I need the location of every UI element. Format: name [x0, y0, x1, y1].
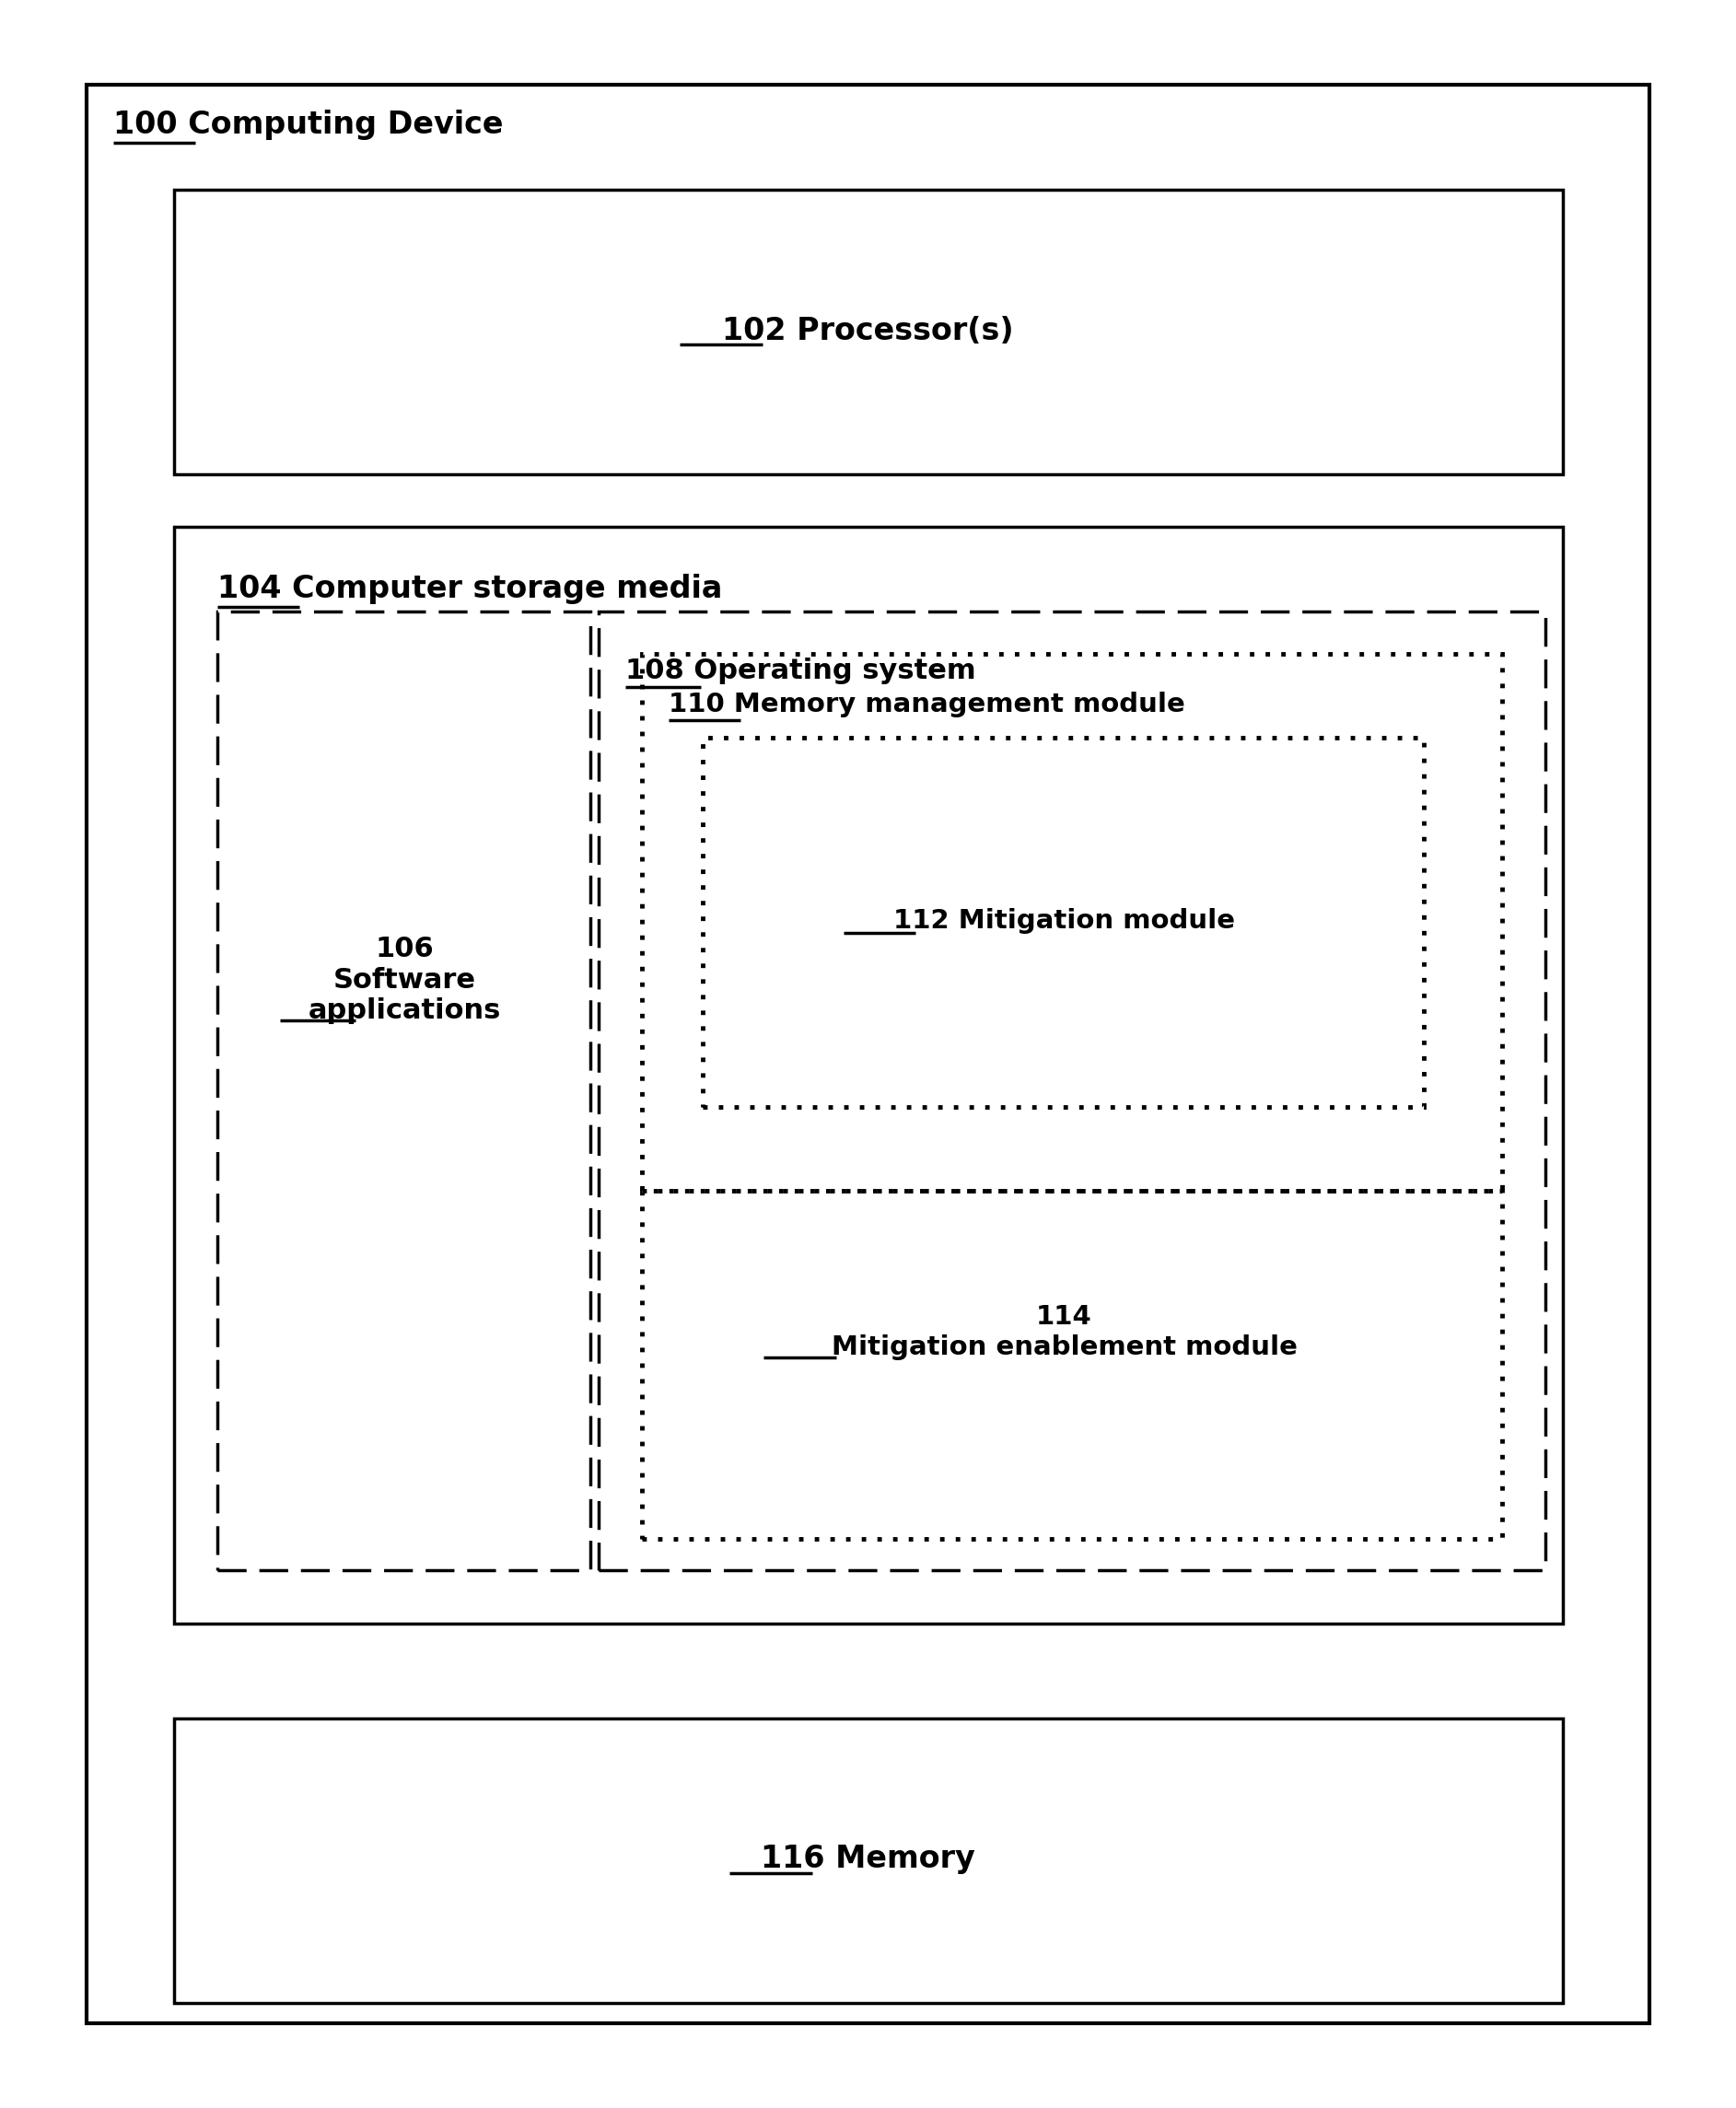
Text: 102 Processor(s): 102 Processor(s)	[722, 316, 1014, 346]
Bar	[217, 611, 590, 1570]
Bar	[174, 190, 1562, 474]
Bar	[174, 527, 1562, 1623]
Text: 110 Memory management module: 110 Memory management module	[668, 691, 1184, 717]
Text: 104 Computer storage media: 104 Computer storage media	[217, 573, 722, 603]
Bar	[599, 611, 1545, 1570]
Text: 106
Software
applications: 106 Software applications	[307, 936, 502, 1024]
Bar	[642, 1191, 1502, 1539]
Bar	[703, 738, 1424, 1107]
Text: 116 Memory: 116 Memory	[760, 1844, 976, 1874]
Text: 108 Operating system: 108 Operating system	[625, 658, 976, 685]
Bar	[174, 1718, 1562, 2003]
Bar	[642, 653, 1502, 1191]
Text: 112 Mitigation module: 112 Mitigation module	[894, 909, 1234, 934]
Text: 114
Mitigation enablement module: 114 Mitigation enablement module	[832, 1305, 1297, 1360]
Text: 100 Computing Device: 100 Computing Device	[113, 110, 503, 139]
